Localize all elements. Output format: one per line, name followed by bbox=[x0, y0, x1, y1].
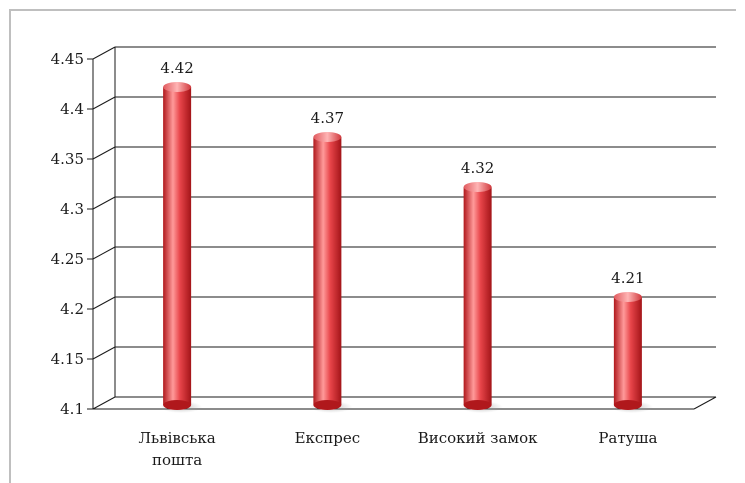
data-label: 4.32 bbox=[461, 159, 494, 177]
bar-cap bbox=[464, 182, 492, 192]
data-label: 4.21 bbox=[611, 269, 644, 287]
bar-cap bbox=[614, 292, 642, 302]
x-tick-label: Експрес bbox=[295, 429, 361, 447]
gridline-side bbox=[93, 97, 115, 109]
gridline-side bbox=[93, 247, 115, 259]
gridline-side bbox=[93, 147, 115, 159]
y-tick-label: 4.3 bbox=[60, 200, 84, 218]
bar-base bbox=[614, 400, 642, 410]
data-labels: 4.42 4.37 4.32 4.21 bbox=[160, 59, 644, 287]
bar-cap bbox=[313, 132, 341, 142]
x-tick-label: Ратуша bbox=[598, 429, 657, 447]
gridline-side bbox=[93, 297, 115, 309]
x-axis-labels: Львівська пошта Експрес Високий замок Ратуша bbox=[138, 429, 657, 469]
bar-cap bbox=[163, 82, 191, 92]
data-label: 4.42 bbox=[160, 59, 193, 77]
y-tick-label: 4.25 bbox=[51, 250, 84, 268]
x-tick-label: Високий замок bbox=[418, 429, 538, 447]
bar-base bbox=[313, 400, 341, 410]
y-tick-label: 4.35 bbox=[51, 150, 84, 168]
floor-right bbox=[694, 397, 716, 409]
gridline-side bbox=[93, 197, 115, 209]
bar bbox=[163, 87, 191, 405]
bar-base bbox=[464, 400, 492, 410]
gridline-side bbox=[93, 397, 115, 409]
y-tick-label: 4.4 bbox=[60, 100, 84, 118]
bar bbox=[313, 137, 341, 405]
y-tick-label: 4.2 bbox=[60, 300, 84, 318]
y-tick-label: 4.45 bbox=[51, 50, 84, 68]
x-tick-label: Львівська пошта bbox=[138, 429, 215, 469]
y-tick-label: 4.15 bbox=[51, 350, 84, 368]
bar bbox=[464, 187, 492, 405]
bar-base bbox=[163, 400, 191, 410]
gridline-side bbox=[93, 347, 115, 359]
bar bbox=[614, 297, 642, 405]
y-tick-label: 4.1 bbox=[60, 400, 84, 418]
y-axis: 4.45 4.4 4.35 4.3 4.25 4.2 4.15 4.1 bbox=[51, 50, 93, 418]
data-label: 4.37 bbox=[311, 109, 344, 127]
gridline-side bbox=[93, 47, 115, 59]
